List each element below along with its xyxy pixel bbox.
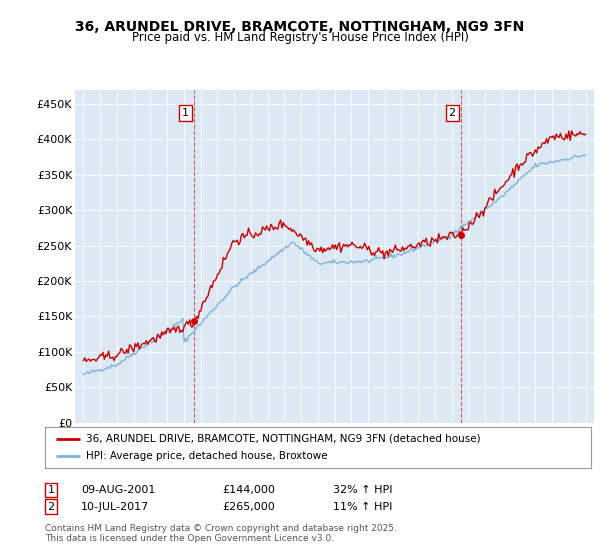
- Text: 1: 1: [182, 108, 189, 118]
- Text: 36, ARUNDEL DRIVE, BRAMCOTE, NOTTINGHAM, NG9 3FN (detached house): 36, ARUNDEL DRIVE, BRAMCOTE, NOTTINGHAM,…: [86, 433, 481, 444]
- Text: 09-AUG-2001: 09-AUG-2001: [81, 485, 155, 495]
- Text: 2: 2: [449, 108, 456, 118]
- Text: Contains HM Land Registry data © Crown copyright and database right 2025.: Contains HM Land Registry data © Crown c…: [45, 524, 397, 533]
- Text: HPI: Average price, detached house, Broxtowe: HPI: Average price, detached house, Brox…: [86, 451, 328, 461]
- Text: 11% ↑ HPI: 11% ↑ HPI: [333, 502, 392, 512]
- Text: This data is licensed under the Open Government Licence v3.0.: This data is licensed under the Open Gov…: [45, 534, 334, 543]
- Text: 32% ↑ HPI: 32% ↑ HPI: [333, 485, 392, 495]
- Text: £144,000: £144,000: [222, 485, 275, 495]
- Text: 1: 1: [47, 485, 55, 495]
- Text: Price paid vs. HM Land Registry's House Price Index (HPI): Price paid vs. HM Land Registry's House …: [131, 31, 469, 44]
- Text: £265,000: £265,000: [222, 502, 275, 512]
- Text: 10-JUL-2017: 10-JUL-2017: [81, 502, 149, 512]
- Text: 36, ARUNDEL DRIVE, BRAMCOTE, NOTTINGHAM, NG9 3FN: 36, ARUNDEL DRIVE, BRAMCOTE, NOTTINGHAM,…: [76, 20, 524, 34]
- Text: 2: 2: [47, 502, 55, 512]
